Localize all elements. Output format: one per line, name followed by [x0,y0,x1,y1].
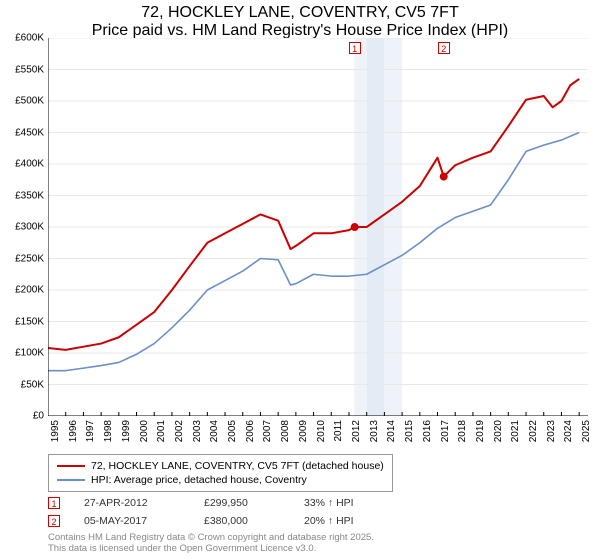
y-axis-label: £200K [0,285,44,296]
event-row: 1 27-APR-2012 £299,950 33% ↑ HPI [48,494,404,512]
x-axis-label: 2007 [262,420,273,450]
chart-title: 72, HOCKLEY LANE, COVENTRY, CV5 7FT Pric… [0,0,600,40]
x-axis-label: 2010 [316,420,327,450]
event-price: £299,950 [204,497,304,509]
x-axis-label: 2000 [139,420,150,450]
event-marker-icon: 2 [48,515,60,527]
legend-swatch [57,479,85,481]
y-axis-label: £150K [0,316,44,327]
event-date: 27-APR-2012 [84,497,204,509]
legend-label: 72, HOCKLEY LANE, COVENTRY, CV5 7FT (det… [91,460,384,472]
footer: Contains HM Land Registry data © Crown c… [48,532,374,555]
y-axis-label: £350K [0,190,44,201]
x-axis-label: 2012 [351,420,362,450]
y-axis-label: £250K [0,253,44,264]
x-axis-label: 2001 [156,420,167,450]
x-axis-label: 2005 [227,420,238,450]
x-axis-label: 2015 [404,420,415,450]
x-axis-label: 2025 [581,420,592,450]
x-axis-label: 1998 [103,420,114,450]
x-axis-label: 2017 [440,420,451,450]
event-date: 05-MAY-2017 [84,515,204,527]
x-axis-label: 2016 [422,420,433,450]
chart-area: £0£50K£100K£150K£200K£250K£300K£350K£400… [48,38,588,416]
x-axis-label: 2023 [546,420,557,450]
x-axis-label: 2021 [510,420,521,450]
x-axis-label: 1996 [68,420,79,450]
event-marker-icon: 1 [48,497,60,509]
x-axis-label: 2014 [386,420,397,450]
x-axis-label: 2002 [174,420,185,450]
x-axis-label: 2022 [528,420,539,450]
event-table: 1 27-APR-2012 £299,950 33% ↑ HPI 2 05-MA… [48,494,404,530]
footer-line1: Contains HM Land Registry data © Crown c… [48,532,374,543]
x-axis-label: 1997 [85,420,96,450]
event-row: 2 05-MAY-2017 £380,000 20% ↑ HPI [48,512,404,530]
x-axis-label: 2018 [457,420,468,450]
x-axis-label: 2013 [369,420,380,450]
y-axis-label: £600K [0,33,44,44]
footer-line2: This data is licensed under the Open Gov… [48,543,374,554]
y-axis-label: £450K [0,127,44,138]
event-pct: 33% ↑ HPI [304,497,404,509]
x-axis-label: 2006 [245,420,256,450]
x-axis-label: 2019 [475,420,486,450]
legend-item: HPI: Average price, detached house, Cove… [57,473,384,487]
title-line1: 72, HOCKLEY LANE, COVENTRY, CV5 7FT [0,4,600,22]
y-axis-label: £100K [0,348,44,359]
x-axis-label: 2020 [493,420,504,450]
legend-swatch [57,465,85,467]
callout-marker: 1 [349,42,361,54]
legend-item: 72, HOCKLEY LANE, COVENTRY, CV5 7FT (det… [57,459,384,473]
x-axis-label: 2008 [280,420,291,450]
x-axis-label: 1995 [50,420,61,450]
y-axis-label: £500K [0,96,44,107]
y-axis-label: £550K [0,64,44,75]
x-axis-label: 1999 [121,420,132,450]
y-axis-label: £300K [0,222,44,233]
callout-marker: 2 [438,42,450,54]
y-axis-label: £50K [0,379,44,390]
x-axis-label: 2011 [333,420,344,450]
event-pct: 20% ↑ HPI [304,515,404,527]
legend: 72, HOCKLEY LANE, COVENTRY, CV5 7FT (det… [48,454,393,492]
y-axis-label: £0 [0,411,44,422]
x-axis-label: 2004 [209,420,220,450]
x-axis-label: 2003 [192,420,203,450]
event-price: £380,000 [204,515,304,527]
y-axis-label: £400K [0,159,44,170]
x-axis-label: 2009 [298,420,309,450]
line-chart [48,38,588,416]
x-axis-label: 2024 [563,420,574,450]
legend-label: HPI: Average price, detached house, Cove… [91,474,307,486]
